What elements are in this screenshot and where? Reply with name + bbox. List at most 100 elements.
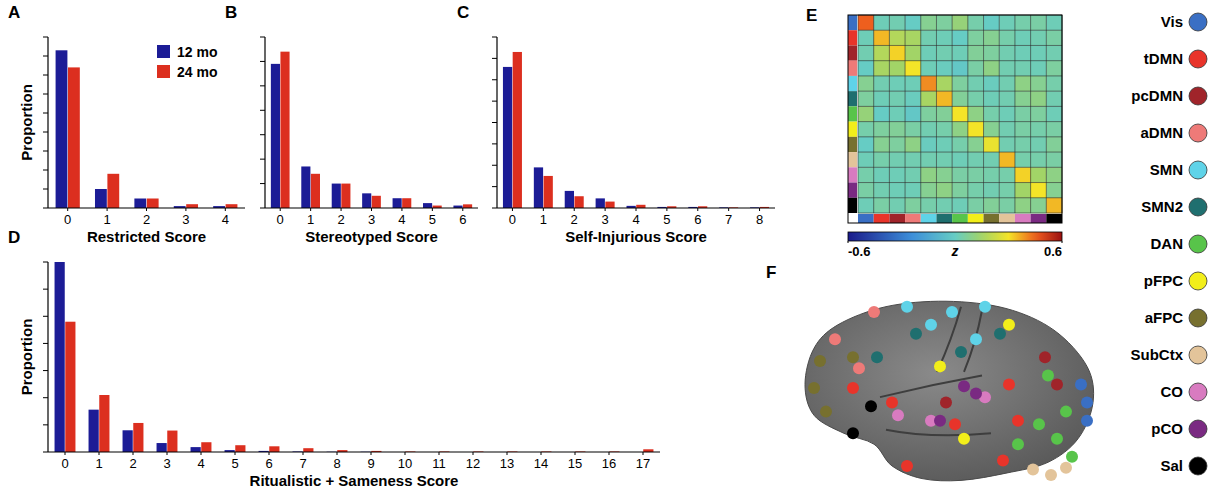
x-tick (666, 208, 667, 211)
heat-cell (858, 106, 874, 122)
y-tick (43, 170, 48, 171)
y-tick (492, 165, 497, 166)
legend-label: Sal (1160, 457, 1183, 474)
heat-cell (999, 61, 1015, 77)
heat-cell (1031, 15, 1047, 31)
x-tick (609, 452, 610, 455)
x-tick-label: 3 (601, 212, 608, 227)
brain-surface (805, 301, 1094, 481)
roi-dot (853, 362, 865, 374)
block-line (983, 15, 984, 213)
heat-cell (1015, 76, 1031, 92)
bar (191, 447, 201, 452)
roi-dot (997, 454, 1009, 466)
block-line (858, 75, 1062, 76)
heat-cell (921, 183, 937, 199)
heat-cell (936, 167, 952, 183)
bar (574, 196, 583, 208)
x-tick (462, 208, 463, 211)
roi-dots (808, 301, 1093, 481)
legend-marker (1189, 87, 1207, 105)
heat-cell (1015, 137, 1031, 153)
x-tick (310, 208, 311, 211)
heat-cell (874, 15, 890, 31)
legend-label: 12 mo (177, 44, 217, 60)
x-tick (759, 208, 760, 211)
heat-cell (1046, 61, 1062, 77)
heat-cell (889, 15, 905, 31)
heat-cell (889, 122, 905, 138)
y-tick (492, 208, 497, 209)
x-tick-label: 3 (182, 212, 189, 227)
colorbar-title: z (951, 243, 959, 259)
y-tick (43, 262, 48, 263)
bar (393, 198, 402, 208)
roi-dot (1081, 415, 1093, 427)
heat-cell (889, 183, 905, 199)
heat-cell (1015, 152, 1031, 168)
heat-cell (984, 91, 1000, 107)
heat-cell (858, 15, 874, 31)
heat-cell (905, 76, 921, 92)
y-tick (260, 208, 265, 209)
heat-cell (1015, 183, 1031, 199)
heat-cell (984, 30, 1000, 46)
network-strip (1031, 214, 1047, 223)
bar (68, 67, 80, 208)
y-tick (492, 101, 497, 102)
roi-dot (847, 351, 859, 363)
heat-cell (858, 91, 874, 107)
colorbar (848, 232, 1062, 241)
roi-dot (1003, 378, 1015, 390)
roi-dot (994, 328, 1006, 340)
x-tick (337, 452, 338, 455)
heat-cell (968, 137, 984, 153)
block-line (858, 106, 1062, 107)
heat-cell (1046, 183, 1062, 199)
legend-label: pFPC (1144, 272, 1183, 289)
brain-panel (805, 301, 1094, 481)
heat-cell (1046, 91, 1062, 107)
bar-panel: 012345678Self-Injurious Score (492, 37, 775, 245)
x-tick-label: 7 (299, 456, 306, 471)
x-tick (432, 208, 433, 211)
heat-cell (1031, 91, 1047, 107)
heat-cell (1015, 45, 1031, 61)
block-line (858, 213, 1062, 214)
x-tick (541, 452, 542, 455)
bars (271, 52, 472, 208)
heat-cell (874, 106, 890, 122)
heat-cell (905, 167, 921, 183)
y-tick (492, 143, 497, 144)
heat-cell (921, 137, 937, 153)
roi-dot (886, 397, 898, 409)
block-line (1014, 15, 1015, 213)
heat-cell (999, 137, 1015, 153)
heat-cell (921, 76, 937, 92)
heat-cell (1031, 61, 1047, 77)
heat-cell (874, 198, 890, 214)
heat-cell (999, 76, 1015, 92)
heat-cell (905, 198, 921, 214)
panel-letter: C (457, 3, 469, 22)
x-tick (146, 208, 147, 211)
legend-label: tDMN (1144, 50, 1183, 67)
heat-cell (1015, 91, 1031, 107)
heat-cell (999, 106, 1015, 122)
heat-cell (999, 167, 1015, 183)
heat-cell (936, 198, 952, 214)
bar (157, 443, 167, 452)
y-tick (43, 397, 48, 398)
heatmap-panel: -0.60.6z (848, 15, 1062, 259)
bars (56, 50, 238, 208)
roi-dot (829, 333, 841, 345)
x-tick-label: 4 (197, 456, 204, 471)
bar-panel: 01234Restricted ScoreProportion12 mo24 m… (18, 37, 245, 245)
x-axis (48, 451, 660, 452)
heat-cell (984, 61, 1000, 77)
x-tick (405, 452, 406, 455)
legend-marker (1189, 198, 1207, 216)
heat-cell (1015, 198, 1031, 214)
legend-label: SMN (1150, 161, 1183, 178)
heat-cell (905, 152, 921, 168)
